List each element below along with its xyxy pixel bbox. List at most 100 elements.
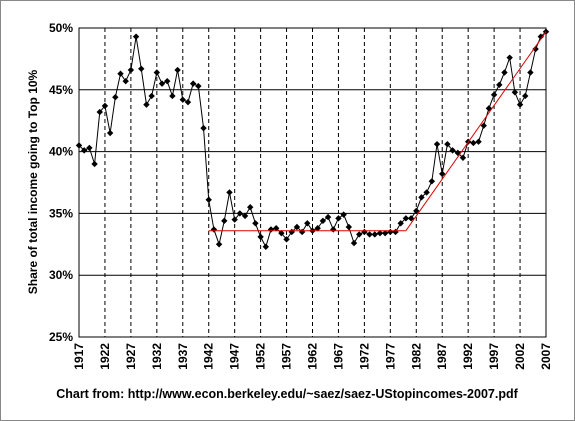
data-point: [262, 243, 269, 250]
data-point: [397, 220, 404, 227]
y-tick-label: 30%: [49, 268, 73, 282]
x-tick-label: 1947: [228, 343, 242, 370]
data-point: [356, 231, 363, 238]
data-point: [459, 154, 467, 161]
data-point: [298, 228, 306, 236]
data-point: [112, 94, 119, 101]
data-point: [205, 196, 212, 204]
data-point: [236, 210, 244, 217]
data-point: [366, 231, 373, 238]
data-point: [402, 215, 410, 222]
x-tick-label: 1982: [409, 343, 423, 370]
data-point: [475, 138, 482, 145]
data-point: [418, 194, 425, 201]
x-tick-label: 1937: [176, 343, 190, 370]
y-tick-label: 35%: [49, 206, 73, 220]
data-point: [371, 231, 378, 238]
data-point: [169, 92, 176, 100]
data-point: [304, 220, 311, 227]
y-axis-label: Share of total income going to Top 10%: [26, 69, 40, 294]
data-point: [350, 239, 358, 247]
x-tick-label: 1987: [435, 343, 449, 370]
data-point: [80, 147, 88, 154]
data-point: [148, 92, 155, 100]
x-tick-label: 2002: [513, 343, 527, 370]
data-point: [522, 92, 529, 100]
data-point: [91, 160, 98, 168]
x-tick-label: 1957: [280, 343, 294, 370]
data-point: [226, 189, 233, 196]
data-point: [428, 178, 436, 185]
data-point: [153, 69, 161, 76]
data-point: [200, 124, 207, 132]
x-tick-label: 1942: [202, 343, 216, 370]
x-tick-label: 1952: [254, 343, 268, 370]
data-point: [511, 89, 519, 96]
x-tick-label: 1997: [487, 343, 501, 370]
data-point: [319, 217, 327, 225]
data-point: [516, 101, 524, 108]
data-point: [101, 102, 109, 110]
data-point: [480, 122, 487, 129]
data-point: [413, 207, 420, 215]
data-point: [496, 81, 503, 89]
data-point: [532, 45, 539, 53]
y-tick-label: 25%: [49, 330, 73, 344]
data-point: [215, 241, 223, 248]
data-point: [96, 108, 103, 116]
data-point: [527, 69, 534, 76]
source-note: Chart from: http://www.econ.berkeley.edu…: [56, 387, 518, 401]
data-point: [335, 215, 342, 222]
x-tick-label: 1932: [150, 343, 164, 370]
data-point: [537, 33, 545, 40]
data-point: [86, 144, 93, 152]
data-point: [174, 66, 181, 74]
data-point: [252, 220, 259, 227]
data-point: [490, 91, 498, 98]
x-tick-label: 1967: [331, 343, 345, 370]
x-tick-label: 2007: [539, 343, 553, 370]
data-point: [189, 80, 197, 87]
data-point: [501, 69, 508, 76]
x-tick-label: 1922: [98, 343, 112, 370]
data-point: [293, 223, 301, 231]
data-point: [127, 66, 135, 74]
data-point: [138, 65, 145, 72]
data-point: [195, 82, 202, 90]
data-point: [340, 211, 347, 218]
data-point: [470, 139, 477, 147]
x-tick-label: 1927: [124, 343, 138, 370]
data-point: [324, 213, 332, 221]
x-tick-label: 1992: [461, 343, 475, 370]
data-point: [278, 229, 285, 237]
data-point: [288, 228, 295, 236]
plot-area: 25% 30% 35% 40% 45% 50% 1917 1922 1927 1932 1937 19…: [49, 21, 553, 370]
x-tick-label: 1917: [72, 343, 86, 370]
data-point: [247, 204, 254, 211]
data-point: [423, 189, 430, 196]
data-point: [75, 142, 83, 149]
data-point: [164, 77, 171, 85]
y-tick-label: 50%: [49, 21, 73, 35]
data-point: [454, 149, 461, 157]
y-tick-label: 40%: [49, 145, 73, 159]
data-point: [345, 223, 353, 231]
x-tick-label: 1962: [306, 343, 320, 370]
data-point: [433, 140, 441, 148]
data-point: [449, 147, 456, 154]
x-tick-label: 1977: [383, 343, 397, 370]
data-point: [132, 33, 140, 40]
data-point: [184, 98, 192, 106]
data-point: [407, 215, 415, 222]
data-point: [257, 233, 264, 241]
data-point: [376, 229, 384, 237]
data-point: [283, 236, 290, 243]
data-point: [179, 96, 186, 103]
data-point: [241, 212, 249, 220]
series-line: [405, 31, 547, 231]
data-point: [444, 140, 451, 148]
data-point: [117, 70, 124, 77]
